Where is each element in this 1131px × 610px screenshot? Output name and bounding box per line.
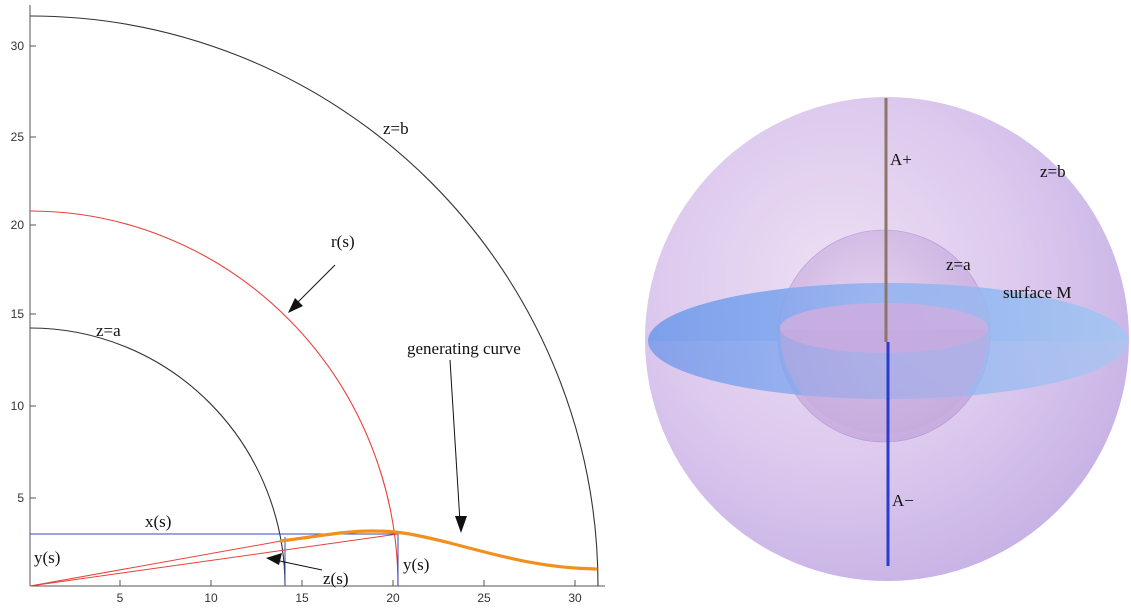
label-z-a-right: z=a xyxy=(946,255,971,274)
y-tick-label: 25 xyxy=(11,130,25,144)
label-a-plus: A+ xyxy=(890,150,912,169)
x-tick-label: 25 xyxy=(477,591,491,605)
label-a-minus: A− xyxy=(892,491,914,510)
y-tick-label: 10 xyxy=(11,399,25,413)
label-generating-curve: generating curve xyxy=(407,339,521,358)
surface-m-inner-rim xyxy=(780,303,988,353)
ray-to-generating-point xyxy=(29,533,399,587)
y-tick-label: 30 xyxy=(11,39,25,53)
label-x-s: x(s) xyxy=(145,512,171,531)
label-z-b-left: z=b xyxy=(383,119,409,138)
y-axis-ticks xyxy=(30,45,36,499)
label-r-s: r(s) xyxy=(331,232,355,251)
ray-to-curve-start xyxy=(29,540,282,587)
label-surface-m: surface M xyxy=(1003,283,1071,302)
y-tick-label: 20 xyxy=(11,218,25,232)
generating-curve xyxy=(279,529,598,571)
x-tick-label: 10 xyxy=(204,591,218,605)
inner-sphere-lower xyxy=(780,330,988,434)
y-tick-label: 5 xyxy=(17,491,24,505)
right-diagram: A+ z=b z=a surface M A− xyxy=(645,97,1129,581)
x-tick-label: 30 xyxy=(568,591,582,605)
radius-arc-r-s xyxy=(29,210,399,587)
x-tick-label: 15 xyxy=(295,591,309,605)
label-z-a-left: z=a xyxy=(96,321,121,340)
left-diagram: 5 10 15 20 25 30 5 10 15 20 25 30 xyxy=(11,5,605,605)
inner-arc-z-a xyxy=(29,327,286,587)
label-z-s: z(s) xyxy=(323,569,348,588)
outer-arc-z-b xyxy=(29,15,599,587)
label-y-s-right: y(s) xyxy=(403,555,429,574)
arrow-r-s xyxy=(288,264,336,313)
x-axis-ticks xyxy=(119,580,576,586)
y-tick-label: 15 xyxy=(11,307,25,321)
arrow-z-s xyxy=(266,553,323,571)
x-tick-label: 20 xyxy=(386,591,400,605)
x-tick-labels: 5 10 15 20 25 30 xyxy=(117,591,582,605)
label-z-b-right: z=b xyxy=(1040,162,1066,181)
x-tick-label: 5 xyxy=(117,591,124,605)
label-y-s-left: y(s) xyxy=(34,548,60,567)
arrow-generating-curve xyxy=(449,359,467,533)
y-tick-labels: 5 10 15 20 25 30 xyxy=(11,39,25,505)
